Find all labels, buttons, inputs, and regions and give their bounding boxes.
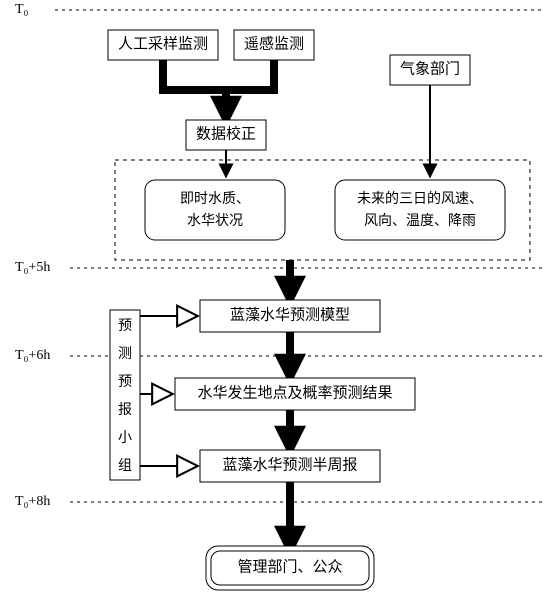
side-c4: 报 bbox=[118, 402, 132, 418]
label-data-correction: 数据校正 bbox=[196, 125, 256, 142]
side-c5: 小 bbox=[118, 430, 132, 446]
label-realtime-l2: 水华状况 bbox=[187, 213, 243, 229]
time-label-t6: T₀+6h bbox=[15, 348, 50, 363]
flowchart-root: T₀ T₀+5h T₀+6h T₀+8h 人工采样监测 遥感监测 气象部门 数据… bbox=[0, 0, 551, 606]
side-c1: 预 bbox=[118, 318, 132, 334]
box-forecast-team bbox=[110, 310, 140, 480]
box-weather-forecast bbox=[335, 180, 505, 240]
label-remote-sensing: 遥感监测 bbox=[244, 35, 304, 52]
label-meteorology-dept: 气象部门 bbox=[400, 60, 460, 77]
label-forecast-l2: 风向、温度、降雨 bbox=[364, 213, 476, 229]
label-semiweekly-report: 蓝藻水华预测半周报 bbox=[222, 456, 357, 473]
side-c6: 组 bbox=[118, 458, 132, 474]
side-c3: 预 bbox=[118, 374, 132, 390]
label-realtime-l1: 即时水质、 bbox=[180, 191, 250, 207]
side-c2: 测 bbox=[118, 346, 132, 362]
time-label-t5: T₀+5h bbox=[15, 260, 50, 275]
label-forecast-l1: 未来的三日的风速、 bbox=[357, 191, 483, 207]
label-manual-sampling: 人工采样监测 bbox=[118, 35, 208, 52]
time-label-t8: T₀+8h bbox=[15, 494, 50, 509]
label-prediction-result: 水华发生地点及概率预测结果 bbox=[197, 384, 392, 401]
time-label-t0: T₀ bbox=[15, 2, 29, 17]
box-realtime-status bbox=[145, 180, 285, 240]
label-prediction-model: 蓝藻水华预测模型 bbox=[230, 306, 350, 323]
label-public: 管理部门、公众 bbox=[237, 558, 342, 575]
